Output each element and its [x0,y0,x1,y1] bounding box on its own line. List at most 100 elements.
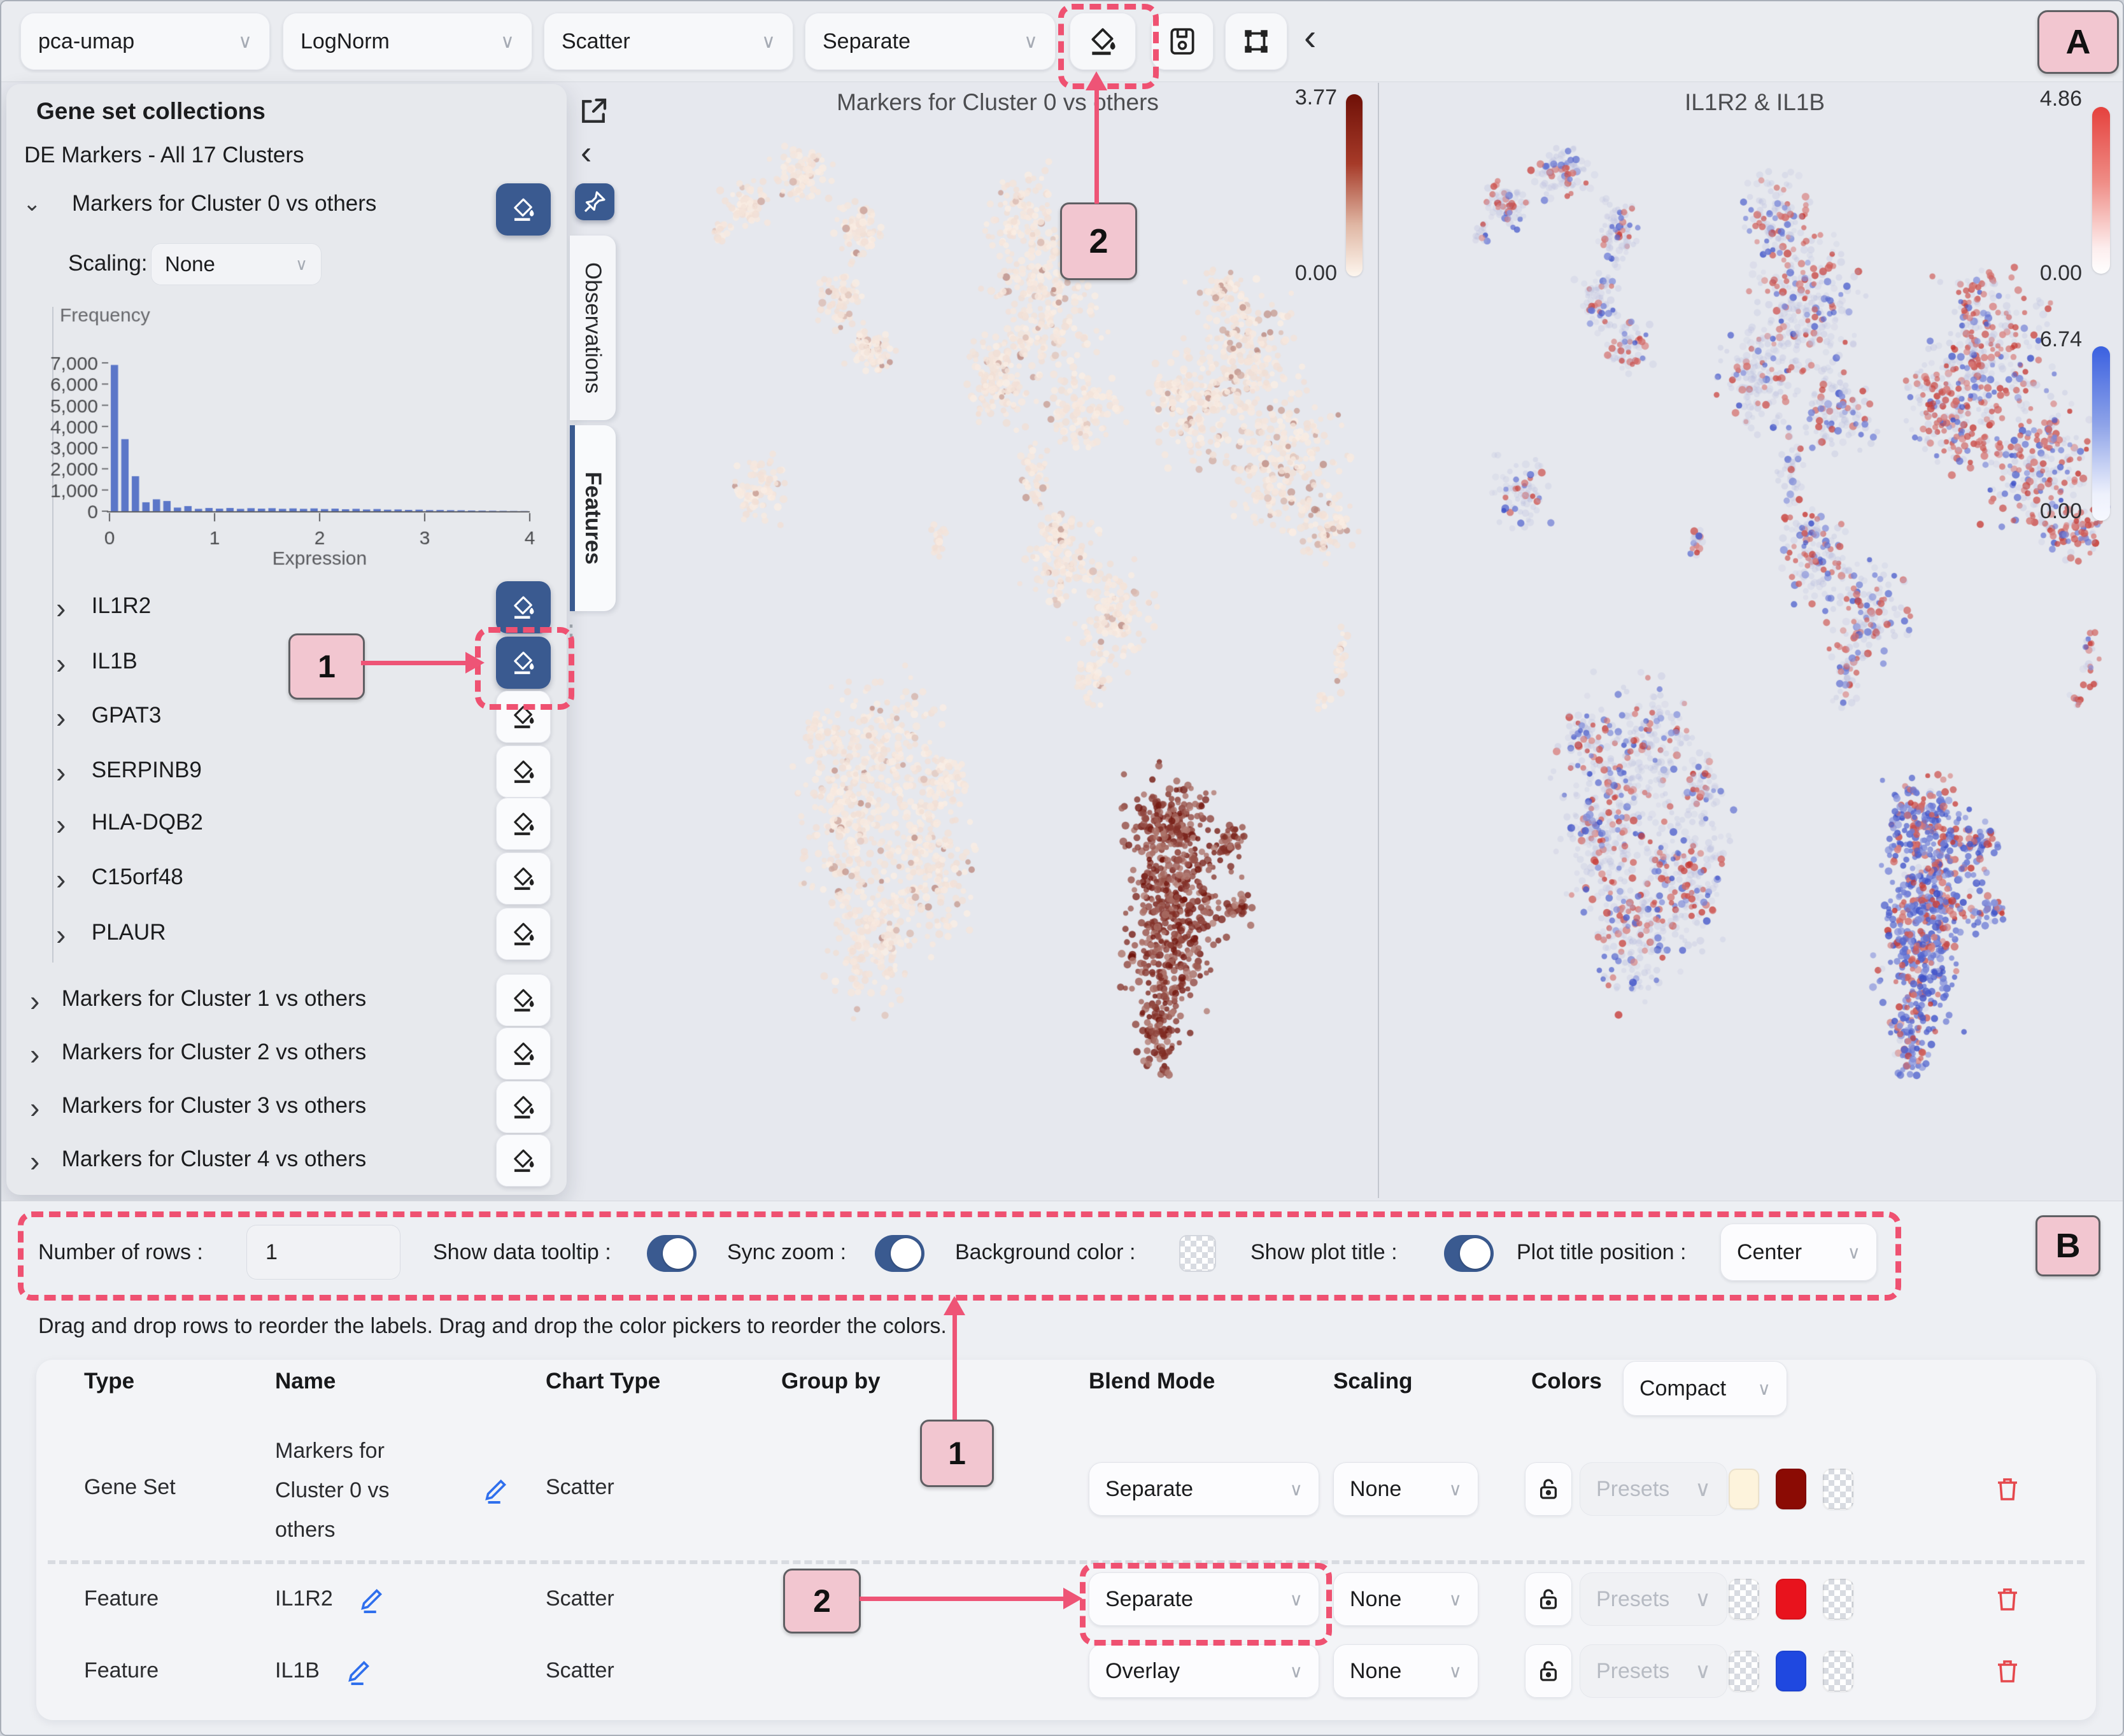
paint-bucket-icon [514,651,534,674]
row2-presets-select[interactable]: Presets ∨ [1580,1572,1727,1626]
chevron-down-icon: ∨ [1448,1661,1462,1681]
row3-blend-select[interactable]: Overlay ∨ [1089,1644,1319,1698]
annotation-badge-1-sidebar: 1 [288,633,365,700]
annotation-arrow-line [860,1597,1070,1601]
row3-presets-select[interactable]: Presets ∨ [1580,1644,1727,1698]
gene-row-GPAT3[interactable]: › GPAT3 [56,703,161,732]
row3-color-swatch-low[interactable] [1729,1651,1759,1691]
row1-color-swatch-low[interactable] [1729,1469,1759,1509]
row1-lock-button[interactable] [1525,1462,1572,1516]
edit-name-button[interactable] [345,1656,374,1685]
set-row-cluster4[interactable]: › Markers for Cluster 4 vs others [30,1147,366,1176]
row3-delete-button[interactable] [1992,1656,2023,1686]
show-plot-title-toggle[interactable] [1444,1235,1494,1272]
row3-color-swatch-main[interactable] [1776,1651,1806,1691]
gene-paint-button-HLA-DQB2[interactable] [496,798,551,850]
blend-mode-select[interactable]: Separate ∨ [805,13,1056,70]
umap-plot-gene-set[interactable] [622,125,1373,1189]
row1-scaling-select[interactable]: None ∨ [1333,1462,1478,1516]
edit-name-button[interactable] [482,1474,511,1504]
row2-lock-button[interactable] [1525,1572,1572,1626]
chevron-right-icon: › [56,756,66,789]
collection-name[interactable]: DE Markers - All 17 Clusters [24,143,304,167]
gene-paint-button-SERPINB9[interactable] [496,745,551,798]
gene-paint-button-PLAUR[interactable] [496,908,551,960]
row2-type: Feature [84,1586,159,1611]
row3-chart-type: Scatter [546,1658,614,1683]
annotation-box-il1b-paint [475,627,574,710]
colors-mode-select[interactable]: Compact ∨ [1623,1361,1787,1416]
gene-paint-button-GPAT3[interactable] [496,691,551,743]
gene-paint-button-IL1B[interactable] [496,637,551,689]
gene-name: HLA-DQB2 [91,810,203,835]
set-paint-button-cluster2[interactable] [496,1027,551,1080]
paint-bucket-icon [514,1149,534,1172]
gene-row-IL1R2[interactable]: › IL1R2 [56,593,151,623]
row1-presets-select[interactable]: Presets ∨ [1580,1462,1727,1516]
drag-drop-hint: Drag and drop rows to reorder the labels… [38,1314,947,1338]
gene-row-C15orf48[interactable]: › C15orf48 [56,864,183,894]
expanded-set-row[interactable]: ⌄ Markers for Cluster 0 vs others [23,191,376,216]
row2-color-swatch-null[interactable] [1823,1579,1853,1620]
layers-table: Type Name Chart Type Group by Blend Mode… [36,1360,2096,1720]
row3-lock-button[interactable] [1525,1644,1572,1698]
gene-row-IL1B[interactable]: › IL1B [56,649,138,678]
set-paint-button[interactable] [496,183,551,236]
chevron-down-icon: ∨ [1289,1661,1303,1681]
gene-name: C15orf48 [91,864,183,889]
set-row-cluster1[interactable]: › Markers for Cluster 1 vs others [30,986,366,1015]
row1-color-swatch-high[interactable] [1776,1469,1806,1509]
tab-features-label: Features [581,472,605,565]
selection-frame-button[interactable] [1225,13,1287,70]
row2-color-swatch-main[interactable] [1776,1579,1806,1620]
embedding-select[interactable]: pca-umap ∨ [20,13,270,70]
row2-scaling-select[interactable]: None ∨ [1333,1572,1478,1626]
paint-bucket-icon [514,198,534,221]
row1-color-swatch-null[interactable] [1823,1469,1853,1509]
row3-color-swatch-null[interactable] [1823,1651,1853,1691]
sync-zoom-toggle[interactable] [875,1235,924,1272]
gene-name: IL1R2 [91,593,152,618]
set-paint-button-cluster3[interactable] [496,1081,551,1133]
pin-panel-button[interactable] [575,183,614,220]
row2-delete-button[interactable] [1992,1584,2023,1614]
gene-row-HLA-DQB2[interactable]: › HLA-DQB2 [56,810,203,839]
row2-color-swatch-low[interactable] [1729,1579,1759,1620]
number-of-rows-input[interactable]: 1 [246,1225,400,1280]
row1-delete-button[interactable] [1992,1474,2023,1504]
annotation-badge-2-toolbar: 2 [1060,202,1137,280]
gene-paint-button-IL1R2[interactable] [496,581,551,633]
colorbar-IL1R2 [2092,107,2110,274]
collapse-toolbar-button[interactable]: ‹ [1304,19,1316,56]
colors-mode-value: Compact [1639,1376,1727,1401]
open-external-button[interactable] [576,94,611,129]
tab-observations[interactable]: Observations [570,236,616,420]
gene-row-PLAUR[interactable]: › PLAUR [56,920,166,949]
gene-paint-button-C15orf48[interactable] [496,852,551,905]
fill-colors-button[interactable] [1070,13,1136,70]
scaling-select[interactable]: None ∨ [151,243,322,285]
edit-name-button[interactable] [358,1584,387,1613]
set-row-cluster2[interactable]: › Markers for Cluster 2 vs others [30,1040,366,1069]
umap-plot-features[interactable] [1384,125,2123,1189]
row3-name: IL1B [275,1658,320,1683]
set-paint-button-cluster4[interactable] [496,1134,551,1187]
show-data-tooltip-toggle[interactable] [647,1235,697,1272]
row2-blend-select[interactable]: Separate ∨ [1089,1572,1319,1626]
tab-features[interactable]: Features [570,425,616,611]
collapse-panel-button[interactable]: ‹ [581,136,591,169]
row1-blend-select[interactable]: Separate ∨ [1089,1462,1319,1516]
row1-presets-label: Presets [1596,1476,1670,1501]
paint-bucket-icon [514,705,534,728]
plot-title-position-select[interactable]: Center ∨ [1720,1224,1877,1281]
background-color-picker[interactable] [1179,1235,1216,1272]
row3-scaling-select[interactable]: None ∨ [1333,1644,1478,1698]
layer-select[interactable]: LogNorm ∨ [283,13,532,70]
gene-row-SERPINB9[interactable]: › SERPINB9 [56,758,202,787]
chart-type-select[interactable]: Scatter ∨ [544,13,793,70]
set-paint-button-cluster1[interactable] [496,974,551,1026]
chevron-down-icon: ∨ [295,254,308,274]
set-row-cluster3[interactable]: › Markers for Cluster 3 vs others [30,1093,366,1122]
save-view-button[interactable] [1151,13,1214,70]
